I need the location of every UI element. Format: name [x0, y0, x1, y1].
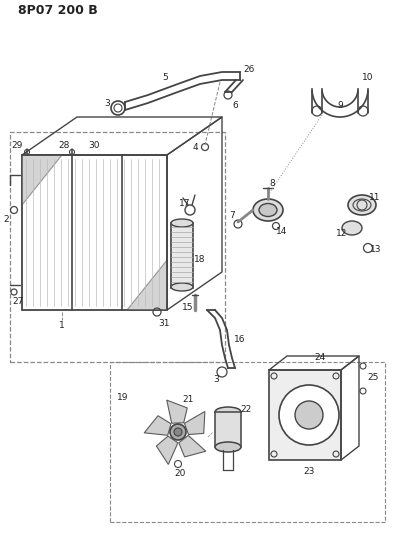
Text: 12: 12 [336, 230, 348, 238]
Text: 24: 24 [314, 353, 326, 362]
Circle shape [24, 149, 30, 155]
Circle shape [295, 401, 323, 429]
Polygon shape [127, 260, 167, 310]
Text: 31: 31 [158, 319, 170, 328]
Ellipse shape [171, 283, 193, 291]
Ellipse shape [253, 199, 283, 221]
Polygon shape [144, 416, 171, 435]
Bar [269, 370, 341, 460]
Text: 14: 14 [276, 228, 288, 237]
Text: 7: 7 [229, 212, 235, 221]
Circle shape [170, 424, 186, 440]
Ellipse shape [171, 219, 193, 227]
Text: 27: 27 [12, 297, 24, 306]
Text: 5: 5 [162, 74, 168, 83]
Ellipse shape [348, 195, 376, 215]
Text: 4: 4 [192, 142, 198, 151]
Text: 28: 28 [58, 141, 70, 150]
Text: 6: 6 [232, 101, 238, 109]
Text: 13: 13 [370, 246, 382, 254]
Bar [110, 362, 385, 522]
Text: 8: 8 [269, 180, 275, 189]
Ellipse shape [259, 204, 277, 216]
Polygon shape [156, 436, 178, 464]
Polygon shape [179, 435, 206, 457]
Text: 19: 19 [117, 393, 129, 402]
Text: 11: 11 [369, 193, 381, 203]
Text: 8P07 200 B: 8P07 200 B [18, 4, 98, 17]
Polygon shape [22, 155, 62, 205]
Text: 25: 25 [367, 374, 379, 383]
Text: 17: 17 [179, 199, 191, 208]
Text: 3: 3 [104, 99, 110, 108]
Circle shape [279, 385, 339, 445]
Bar [171, 223, 193, 288]
Bar [215, 412, 241, 447]
Text: 23: 23 [303, 467, 315, 477]
Text: 1: 1 [59, 320, 65, 329]
Text: 29: 29 [11, 141, 23, 150]
Text: 2: 2 [3, 215, 9, 224]
Text: 21: 21 [182, 395, 194, 405]
Ellipse shape [215, 442, 241, 452]
Circle shape [70, 149, 74, 155]
Circle shape [174, 428, 182, 436]
Polygon shape [184, 411, 205, 434]
Ellipse shape [342, 221, 362, 235]
Text: 26: 26 [243, 66, 255, 75]
Text: 3: 3 [213, 376, 219, 384]
Text: 9: 9 [337, 101, 343, 109]
Bar [22, 155, 167, 310]
Text: 10: 10 [362, 72, 374, 82]
Text: 22: 22 [240, 406, 252, 415]
Text: 18: 18 [194, 255, 206, 264]
Polygon shape [167, 400, 187, 423]
Ellipse shape [215, 407, 241, 417]
Text: 15: 15 [182, 303, 194, 311]
Text: 20: 20 [174, 470, 186, 479]
Text: 16: 16 [234, 335, 246, 344]
Text: 30: 30 [88, 141, 100, 150]
Bar [10, 132, 225, 362]
